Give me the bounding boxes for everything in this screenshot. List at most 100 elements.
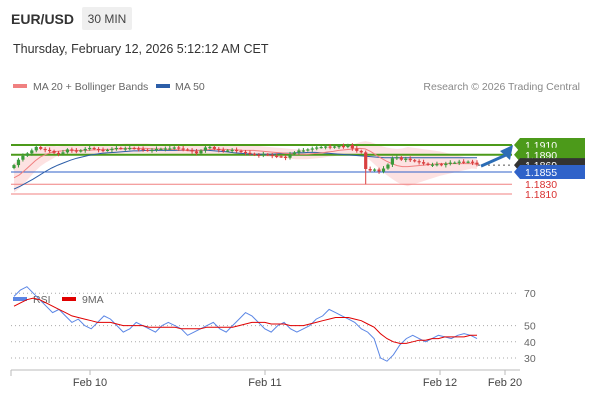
candle-body bbox=[270, 154, 274, 156]
candle-body bbox=[350, 145, 354, 149]
candle-body bbox=[88, 147, 92, 150]
candle-body bbox=[226, 150, 230, 152]
candle-body bbox=[288, 154, 292, 158]
legend-label-ma50: MA 50 bbox=[175, 81, 205, 93]
x-axis: Feb 10 Feb 11 Feb 12 Feb 20 bbox=[73, 370, 522, 389]
candle-body bbox=[172, 147, 176, 149]
rsi-tick-70: 70 bbox=[524, 288, 536, 300]
candle-body bbox=[181, 148, 185, 150]
candle-body bbox=[159, 148, 163, 151]
candle-body bbox=[475, 162, 479, 165]
candle-body bbox=[462, 161, 466, 163]
timeframe-label[interactable]: 30 MIN bbox=[88, 12, 127, 26]
price-panel bbox=[11, 141, 513, 195]
candle-body bbox=[368, 169, 372, 171]
candle-body bbox=[435, 164, 439, 166]
candle-body bbox=[132, 147, 136, 150]
candle-body bbox=[390, 158, 395, 165]
candle-body bbox=[105, 149, 110, 152]
candle-body bbox=[52, 150, 56, 153]
candle-body bbox=[319, 146, 323, 149]
candle-body bbox=[248, 152, 252, 155]
candle-body bbox=[315, 147, 319, 149]
candle-body bbox=[48, 149, 52, 152]
candle-body bbox=[96, 148, 101, 151]
candle-body bbox=[141, 148, 145, 151]
x-tick-label: Feb 12 bbox=[423, 377, 457, 389]
level-label-1.1810: 1.1810 bbox=[525, 189, 557, 201]
candle-body bbox=[364, 152, 368, 170]
level-label-1.1830: 1.1830 bbox=[525, 179, 557, 191]
candle-body bbox=[114, 147, 118, 150]
level-label-1.1855-bg bbox=[514, 164, 585, 179]
legend-swatch-rsi bbox=[13, 297, 27, 301]
candle-body bbox=[34, 146, 38, 151]
candle-body bbox=[341, 145, 346, 148]
rsi-series-9MA bbox=[13, 297, 477, 344]
candle-body bbox=[421, 162, 426, 164]
candle-body bbox=[212, 146, 216, 149]
candle-body bbox=[61, 152, 65, 154]
rsi-tick-30: 30 bbox=[524, 353, 536, 365]
candle-body bbox=[21, 155, 25, 160]
candle-body bbox=[399, 157, 403, 160]
candle-body bbox=[79, 150, 83, 152]
candle-body bbox=[444, 163, 448, 166]
candle-body bbox=[306, 149, 310, 151]
candle-body bbox=[70, 149, 74, 151]
candle-body bbox=[234, 149, 239, 152]
candle-body bbox=[297, 150, 301, 153]
level-label-1.1855: 1.1855 bbox=[525, 167, 557, 179]
candle-body bbox=[395, 157, 399, 159]
candle-body bbox=[257, 154, 261, 156]
candle-body bbox=[275, 155, 279, 157]
legend-label-ma20: MA 20 + Bollinger Bands bbox=[33, 81, 148, 93]
candle-body bbox=[386, 164, 390, 169]
candle-body bbox=[110, 148, 114, 151]
candle-body bbox=[137, 148, 141, 150]
candle-body bbox=[168, 148, 172, 150]
candle-body bbox=[56, 152, 61, 155]
candle-body bbox=[377, 169, 381, 172]
candle-body bbox=[337, 145, 341, 148]
legend-swatch-9ma bbox=[62, 297, 76, 301]
candle-body bbox=[119, 147, 123, 150]
candle-body bbox=[83, 148, 87, 151]
credit-label: Research © 2026 Trading Central bbox=[423, 81, 580, 93]
candle-body bbox=[426, 163, 430, 165]
candle-body bbox=[221, 149, 225, 152]
candle-body bbox=[145, 149, 150, 152]
candle-body bbox=[154, 148, 159, 151]
candle-body bbox=[208, 146, 212, 149]
candle-body bbox=[128, 147, 132, 150]
rsi-panel: 70 50 40 30 bbox=[11, 286, 536, 365]
rsi-series-RSI bbox=[13, 286, 478, 362]
candle-body bbox=[457, 161, 461, 163]
candle-body bbox=[199, 150, 203, 154]
candle-body bbox=[404, 158, 408, 160]
candle-body bbox=[328, 146, 332, 148]
candle-body bbox=[413, 160, 417, 162]
candle-body bbox=[190, 149, 194, 152]
candle-body bbox=[243, 151, 248, 154]
candle-body bbox=[163, 148, 167, 150]
symbol-title: EUR/USD bbox=[11, 11, 74, 27]
candle-body bbox=[12, 165, 16, 169]
candle-body bbox=[332, 146, 337, 148]
x-tick-label: Feb 20 bbox=[488, 377, 522, 389]
candle-body bbox=[30, 150, 34, 154]
candle-body bbox=[301, 150, 305, 152]
candle-body bbox=[177, 147, 181, 149]
timeframe-badge[interactable] bbox=[82, 7, 132, 30]
candle-body bbox=[261, 154, 265, 156]
candle-body bbox=[74, 150, 78, 152]
candle-body bbox=[252, 153, 257, 156]
candle-body bbox=[43, 148, 47, 151]
candle-body bbox=[310, 148, 314, 150]
candle-body bbox=[355, 148, 359, 151]
candle-body bbox=[123, 148, 127, 150]
candle-body bbox=[430, 164, 435, 166]
candle-body bbox=[25, 153, 29, 156]
